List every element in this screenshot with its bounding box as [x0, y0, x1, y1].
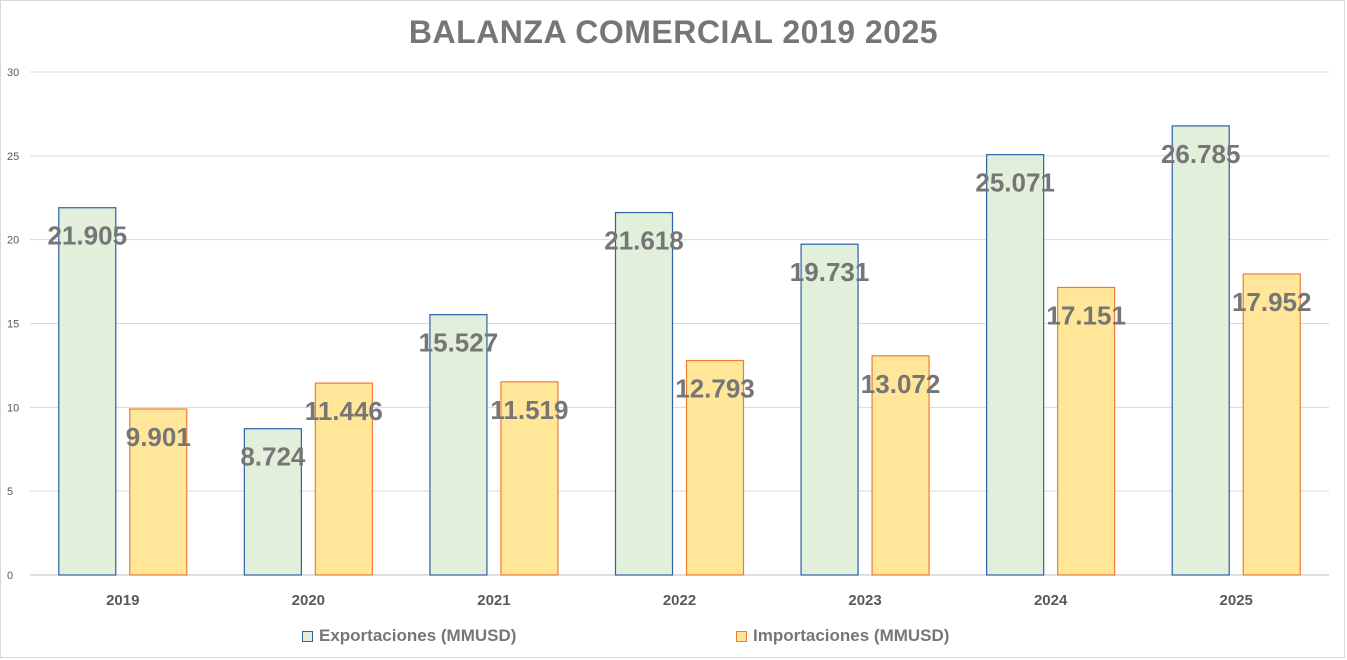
bar-importaciones	[1242, 273, 1301, 576]
bar-importaciones	[871, 355, 930, 576]
data-label-exportaciones: 19.731	[790, 257, 870, 287]
legend-label-importaciones: Importaciones (MMUSD)	[753, 626, 950, 645]
bar-importaciones	[314, 382, 373, 576]
legend-swatch-exportaciones	[302, 630, 313, 642]
y-tick-label: 5	[7, 486, 13, 498]
bar-exportaciones	[800, 243, 859, 576]
bar-importaciones	[500, 381, 559, 576]
x-tick-label: 2025	[1220, 592, 1253, 609]
data-label-importaciones: 17.151	[1046, 300, 1126, 330]
chart-title: BALANZA COMERCIAL 2019 2025	[408, 14, 939, 50]
x-tick-label: 2021	[477, 592, 510, 609]
x-tick-label: 2024	[1034, 592, 1068, 609]
y-tick-label: 25	[7, 151, 19, 163]
bar-importaciones	[129, 408, 188, 576]
y-tick-label: 15	[7, 319, 19, 331]
data-label-importaciones: 11.519	[490, 395, 568, 425]
bar-chart: 051015202530201921.9059.90120208.72411.4…	[7, 67, 1329, 609]
data-label-exportaciones: 15.527	[419, 328, 499, 358]
data-label-importaciones: 13.072	[861, 369, 941, 399]
bar-importaciones	[1057, 286, 1116, 576]
data-label-exportaciones: 21.618	[604, 226, 684, 256]
bar-exportaciones	[1171, 125, 1230, 576]
bar-importaciones	[685, 359, 745, 576]
bar-exportaciones	[986, 154, 1045, 576]
data-label-exportaciones: 25.071	[975, 168, 1055, 198]
y-tick-label: 30	[7, 67, 19, 79]
x-tick-label: 2019	[106, 592, 139, 609]
legend-item-importaciones: Importaciones (MMUSD)	[736, 626, 949, 646]
data-label-importaciones: 12.793	[675, 374, 755, 404]
data-label-exportaciones: 8.724	[240, 442, 306, 472]
x-tick-label: 2023	[848, 592, 881, 609]
legend: Exportaciones (MMUSD) Importaciones (MMU…	[0, 626, 1347, 650]
legend-label-exportaciones: Exportaciones (MMUSD)	[319, 626, 517, 645]
y-tick-label: 20	[7, 235, 19, 247]
y-tick-label: 0	[7, 570, 13, 582]
bar-exportaciones	[429, 314, 488, 576]
data-label-importaciones: 17.952	[1232, 287, 1312, 317]
data-label-importaciones: 9.901	[126, 422, 191, 452]
legend-swatch-importaciones	[736, 630, 747, 642]
bar-exportaciones	[58, 207, 117, 576]
x-tick-label: 2020	[292, 592, 325, 609]
data-label-importaciones: 11.446	[305, 396, 383, 426]
y-tick-label: 10	[7, 402, 19, 414]
data-label-exportaciones: 21.905	[48, 221, 128, 251]
legend-item-exportaciones: Exportaciones (MMUSD)	[302, 626, 516, 646]
bar-exportaciones	[243, 428, 302, 576]
bar-exportaciones	[614, 211, 674, 576]
data-label-exportaciones: 26.785	[1161, 139, 1241, 169]
x-tick-label: 2022	[663, 592, 696, 609]
